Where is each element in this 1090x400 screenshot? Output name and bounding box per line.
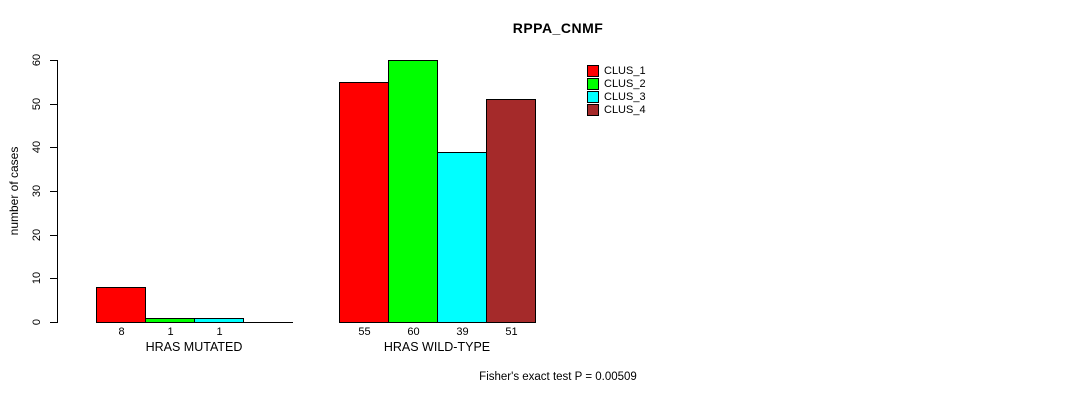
legend-label: CLUS_2: [604, 77, 646, 90]
chart-title: RPPA_CNMF: [512, 20, 604, 36]
legend-item-clus_3: CLUS_3: [587, 90, 646, 103]
bar-clus_3: [194, 318, 244, 323]
bar-value-label: 60: [407, 326, 420, 338]
legend-swatch: [587, 77, 599, 90]
bar-value-label: 51: [505, 326, 518, 338]
bar-clus_3: [437, 152, 487, 323]
y-axis-tick: [50, 103, 57, 105]
y-axis-title-text: number of cases: [7, 146, 21, 236]
bar-value-label: 8: [118, 326, 125, 338]
legend-item-clus_4: CLUS_4: [587, 103, 646, 116]
x-category-label: HRAS WILD-TYPE: [383, 340, 491, 354]
bar-value-label: 55: [358, 326, 371, 338]
y-axis-line: [57, 59, 58, 323]
y-axis-tick: [50, 278, 57, 280]
y-axis-tick-label-text: 50: [31, 97, 43, 110]
bar-value-label: 1: [216, 326, 223, 338]
y-axis-tick: [50, 147, 57, 149]
bar-clus_1: [96, 287, 146, 323]
bar-clus_4: [486, 99, 536, 323]
y-axis-tick: [50, 59, 57, 61]
legend-item-clus_2: CLUS_2: [587, 77, 646, 90]
bar-clus_2: [145, 318, 195, 323]
x-category-label: HRAS MUTATED: [145, 340, 243, 354]
y-axis-tick-label-text: 20: [31, 228, 43, 241]
legend-label: CLUS_1: [604, 64, 646, 77]
legend-label: CLUS_4: [604, 103, 646, 116]
legend-swatch: [587, 64, 599, 77]
y-axis-tick: [50, 322, 57, 323]
y-axis-tick-label-text: 10: [31, 272, 43, 285]
bar-value-label: 39: [456, 326, 469, 338]
legend-swatch: [587, 103, 599, 116]
legend: CLUS_1 CLUS_2 CLUS_3 CLUS_4: [587, 64, 646, 116]
bar-value-label: 1: [167, 326, 174, 338]
fisher-test-annotation: Fisher's exact test P = 0.00509: [479, 371, 637, 383]
legend-swatch: [587, 90, 599, 103]
legend-label: CLUS_3: [604, 90, 646, 103]
bar-clus_2: [388, 60, 438, 323]
bar-clus_1: [339, 82, 389, 323]
y-axis-tick-label-text: 60: [31, 53, 43, 66]
y-axis-tick-label-text: 40: [31, 141, 43, 154]
y-axis-tick: [50, 234, 57, 236]
legend-item-clus_1: CLUS_1: [587, 64, 646, 77]
y-axis-tick-label-text: 30: [31, 184, 43, 198]
y-axis-tick: [50, 190, 57, 192]
y-axis-tick-label-text: 0: [31, 318, 43, 326]
